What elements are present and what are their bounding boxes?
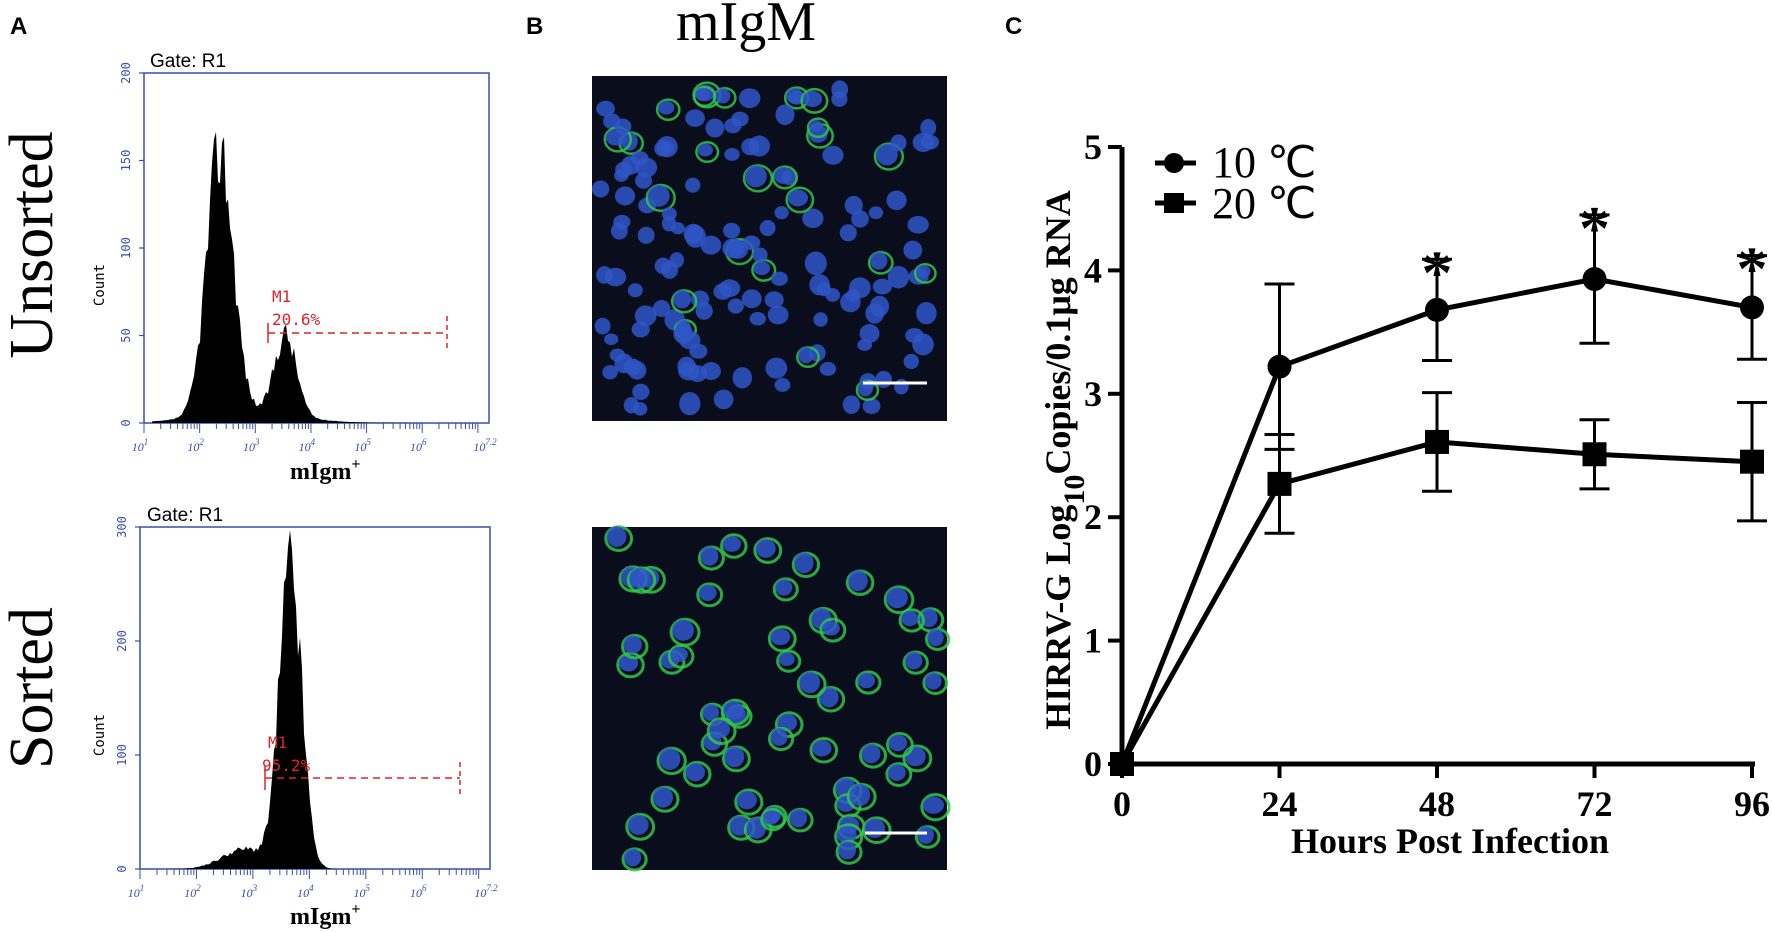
- data-point: [1740, 449, 1764, 474]
- significance-star: *: [1737, 236, 1768, 304]
- histogram-bars-sorted: [148, 530, 485, 869]
- x-tick-label: 102: [184, 883, 201, 900]
- x-tick-label: 101: [128, 883, 145, 900]
- data-point: [1425, 429, 1449, 454]
- y-tick-label: 0: [119, 419, 133, 426]
- data-point: [1740, 295, 1764, 320]
- y-tick-label: 200: [115, 630, 129, 652]
- row-label-sorted: Sorted: [0, 607, 66, 769]
- x-axis-label: Hours Post Infection: [1291, 821, 1609, 861]
- y-tick-label: 0: [1084, 744, 1102, 784]
- y-tick-label: 50: [119, 328, 133, 342]
- panel-a-letter: A: [10, 13, 27, 40]
- y-tick-label: 150: [119, 150, 133, 172]
- y-tick-label: 1: [1084, 621, 1102, 661]
- y-tick-label: 200: [119, 62, 133, 84]
- x-tick-label: 103: [241, 883, 258, 900]
- data-point: [1582, 267, 1607, 292]
- y-ticks-sorted: 0 100 200 300: [115, 516, 140, 873]
- x-tick-label: 107.2: [474, 883, 498, 900]
- x-tick-label: 102: [187, 437, 204, 454]
- marker-name-unsorted: M1: [272, 287, 291, 306]
- micrograph-unsorted: [591, 76, 947, 421]
- gate-label-sorted: Gate: R1: [147, 505, 223, 526]
- chart-series: [1110, 213, 1767, 776]
- marker-name-sorted: M1: [268, 733, 287, 752]
- y-tick-label: 300: [115, 516, 129, 538]
- data-point: [1425, 297, 1449, 322]
- y-tick-label: 100: [115, 744, 129, 766]
- x-tick-label: 104: [297, 883, 314, 900]
- data-point: [1110, 752, 1134, 776]
- y-ticks-unsorted: 0 50 100 150 200: [119, 62, 144, 427]
- plot-frame-sorted: [139, 526, 491, 870]
- x-tick-label: 104: [299, 437, 316, 454]
- x-tick-label: 24: [1262, 784, 1298, 824]
- legend-label-10c: 10 ℃: [1212, 138, 1316, 187]
- panel-c-letter: C: [1005, 13, 1022, 40]
- x-tick-label: 105: [354, 883, 371, 900]
- significance-star: *: [1579, 195, 1610, 263]
- data-point: [1582, 442, 1607, 467]
- data-point: [1267, 471, 1292, 496]
- legend-label-20c: 20 ℃: [1212, 179, 1316, 228]
- gate-marker-sorted: M1 95.2%: [262, 733, 461, 794]
- y-axis-ticks: 0 1 2 3 4 5: [1084, 127, 1122, 784]
- marker-value-sorted: 95.2%: [262, 756, 311, 775]
- x-tick-label: 106: [410, 883, 427, 900]
- histogram-bars-unsorted: [152, 131, 484, 423]
- x-tick-label: 106: [410, 437, 427, 454]
- significance-star: *: [1422, 239, 1453, 307]
- count-axis-label-sorted: Count: [92, 714, 108, 756]
- x-tick-label: 105: [354, 437, 371, 454]
- panel-a: Unsorted Gate: R1 Count 0 50 100 150 200 101…: [0, 51, 498, 930]
- histogram-unsorted: Unsorted Gate: R1 Count 0 50 100 150 200 101…: [0, 51, 497, 485]
- row-label-unsorted: Unsorted: [0, 131, 66, 358]
- x-ticks-unsorted: 101 102 103 104 105 106 107.2: [132, 423, 497, 454]
- panel-b: mIgM: [591, 0, 951, 872]
- x-axis-ticks: 0 24 48 72 96: [1113, 764, 1770, 824]
- x-tick-label: 103: [243, 437, 260, 454]
- gate-label-unsorted: Gate: R1: [150, 51, 226, 72]
- chart-legend: 10 ℃ 20 ℃: [1155, 138, 1316, 228]
- y-tick-label: 100: [119, 237, 133, 259]
- y-tick-label: 2: [1084, 497, 1102, 537]
- x-axis-label-unsorted: mIgm+: [290, 456, 360, 485]
- panel-b-letter: B: [526, 13, 543, 40]
- x-tick-label: 72: [1577, 784, 1613, 824]
- x-tick-label: 107.2: [473, 437, 497, 454]
- marker-value-unsorted: 20.6%: [272, 310, 321, 329]
- series-20c: [1110, 391, 1767, 776]
- x-tick-label: 101: [132, 437, 149, 454]
- legend-item-20c: 20 ℃: [1155, 179, 1316, 228]
- y-tick-label: 0: [115, 865, 129, 872]
- x-tick-label: 48: [1419, 784, 1455, 824]
- count-axis-label-unsorted: Count: [92, 264, 108, 306]
- y-tick-label: 4: [1084, 250, 1102, 290]
- micrograph-title: mIgM: [676, 0, 816, 53]
- x-ticks-sorted: 101 102 103 104 105 106 107.2: [128, 869, 498, 900]
- gate-marker-unsorted: M1 20.6%: [267, 287, 448, 350]
- x-tick-label: 0: [1113, 784, 1131, 824]
- x-axis-label-sorted: mIgm+: [290, 901, 360, 930]
- x-tick-label: 96: [1734, 784, 1770, 824]
- data-point: [1267, 354, 1292, 379]
- significance-markers: * * *: [1422, 195, 1768, 307]
- legend-item-10c: 10 ℃: [1155, 138, 1316, 187]
- y-tick-label: 5: [1084, 127, 1102, 167]
- y-tick-label: 3: [1084, 374, 1102, 414]
- micrograph-sorted: [592, 525, 951, 872]
